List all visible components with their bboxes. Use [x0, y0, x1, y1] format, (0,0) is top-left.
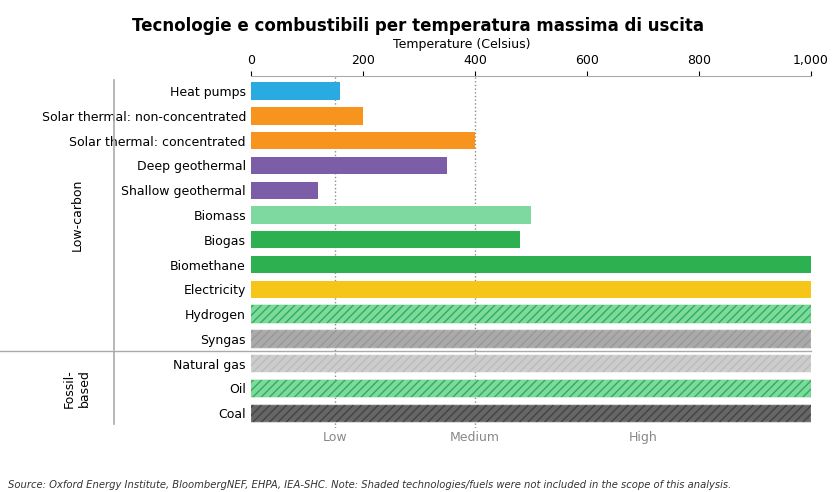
Bar — [251, 132, 475, 150]
Bar — [251, 182, 318, 199]
Bar — [251, 330, 811, 347]
Bar — [251, 306, 811, 323]
Bar — [251, 280, 811, 298]
X-axis label: Temperature (Celsius): Temperature (Celsius) — [394, 38, 531, 51]
Bar — [251, 231, 520, 248]
Text: Low-carbon: Low-carbon — [71, 179, 84, 251]
Bar — [251, 206, 531, 224]
Bar — [251, 256, 811, 273]
Text: Medium: Medium — [450, 430, 500, 443]
Bar — [251, 404, 811, 422]
Bar — [251, 380, 811, 397]
Bar — [251, 306, 811, 323]
Bar — [251, 157, 446, 174]
Bar — [251, 83, 340, 100]
Bar — [251, 107, 363, 124]
Bar — [251, 355, 811, 372]
Text: High: High — [629, 430, 657, 443]
Bar — [251, 404, 811, 422]
Bar — [251, 380, 811, 397]
Bar — [251, 330, 811, 347]
Text: Source: Oxford Energy Institute, BloombergNEF, EHPA, IEA-SHC. Note: Shaded techn: Source: Oxford Energy Institute, Bloombe… — [8, 480, 732, 490]
Text: Tecnologie e combustibili per temperatura massima di uscita: Tecnologie e combustibili per temperatur… — [132, 17, 704, 35]
Text: Fossil-
based: Fossil- based — [64, 369, 91, 408]
Text: Low: Low — [323, 430, 347, 443]
Bar — [251, 355, 811, 372]
